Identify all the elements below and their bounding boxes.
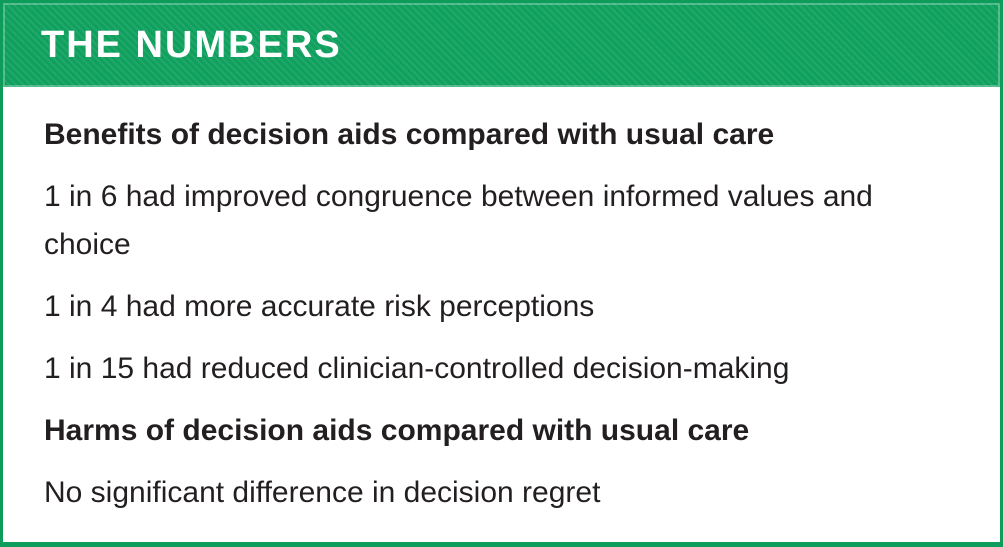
panel-header: THE NUMBERS [3, 3, 1000, 87]
benefit-stat-risk-perceptions: 1 in 4 had more accurate risk perception… [44, 290, 595, 323]
benefits-section-heading: Benefits of decision aids compared with … [44, 118, 775, 151]
benefit-stat-clinician-controlled: 1 in 15 had reduced clinician-controlled… [44, 352, 790, 385]
panel-title: THE NUMBERS [41, 24, 342, 66]
harm-stat-decision-regret: No significant difference in decision re… [44, 476, 601, 509]
panel-body: Benefits of decision aids compared with … [3, 87, 1000, 517]
harms-section-heading: Harms of decision aids compared with usu… [44, 414, 750, 447]
benefit-stat-congruence: 1 in 6 had improved congruence between i… [44, 180, 873, 261]
